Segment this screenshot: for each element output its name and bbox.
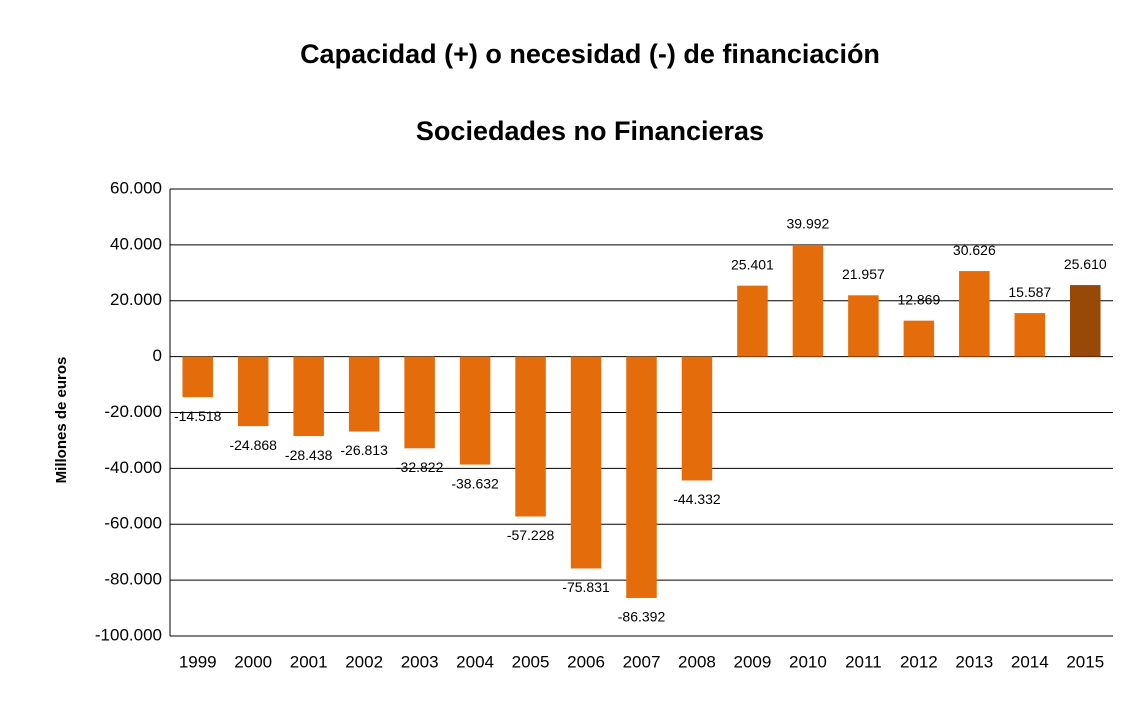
bar: [348, 356, 380, 432]
chart-title: Capacidad (+) o necesidad (-) de financi…: [300, 39, 880, 69]
data-label: -75.831: [562, 579, 610, 595]
bar: [293, 356, 324, 437]
bar: [681, 356, 713, 481]
bar: [1014, 313, 1046, 357]
y-tick-label: 20.000: [110, 290, 162, 309]
bar: [959, 271, 990, 357]
y-tick-label: -40.000: [104, 458, 162, 477]
x-tick-label: 2003: [401, 652, 439, 671]
data-label: 15.587: [1008, 284, 1051, 300]
y-axis-label: Millones de euros: [53, 357, 70, 484]
bar: [792, 244, 824, 357]
x-tick-label: 2013: [955, 652, 993, 671]
x-tick-label: 2002: [345, 652, 383, 671]
bar: [404, 356, 435, 449]
data-label: 39.992: [786, 216, 829, 232]
bar: [903, 320, 935, 357]
x-tick-label: 2001: [290, 652, 328, 671]
x-tick-label: 2005: [512, 652, 550, 671]
bar: [182, 356, 213, 398]
bar: [1070, 285, 1101, 357]
data-label: -24.868: [229, 437, 277, 453]
x-tick-label: 2010: [789, 652, 827, 671]
y-tick-label: -100.000: [95, 625, 162, 644]
bar: [626, 356, 657, 598]
x-tick-label: 2004: [456, 652, 494, 671]
data-label: -26.813: [340, 442, 388, 458]
data-label: -57.228: [507, 527, 555, 543]
y-tick-label: 60.000: [110, 178, 162, 197]
x-tick-label: 2007: [623, 652, 661, 671]
data-label: -44.332: [673, 491, 721, 507]
bar: [237, 356, 269, 427]
data-label: -32.822: [396, 459, 444, 475]
data-label: -38.632: [451, 475, 499, 491]
data-label: -86.392: [618, 609, 666, 625]
x-tick-label: 2015: [1066, 652, 1104, 671]
y-tick-label: -80.000: [104, 570, 162, 589]
x-tick-label: 2011: [845, 652, 882, 671]
data-label: 21.957: [842, 266, 885, 282]
bar: [848, 295, 879, 357]
data-label: 25.401: [731, 256, 774, 272]
x-tick-label: 2006: [567, 652, 605, 671]
bar: [515, 356, 546, 517]
data-label: -14.518: [174, 408, 222, 424]
chart-subtitle: Sociedades no Financieras: [416, 116, 764, 146]
y-tick-label: -60.000: [104, 514, 162, 533]
data-label: 30.626: [953, 242, 996, 258]
data-label: 12.869: [897, 291, 940, 307]
x-tick-label: 2009: [734, 652, 772, 671]
x-tick-label: 2000: [234, 652, 272, 671]
bar: [570, 356, 602, 569]
data-label: -28.438: [285, 447, 333, 463]
y-tick-label: 0: [153, 346, 162, 365]
x-tick-label: 1999: [179, 652, 217, 671]
bar: [459, 356, 491, 465]
x-tick-label: 2008: [678, 652, 716, 671]
y-tick-label: 40.000: [110, 234, 162, 253]
data-label: 25.610: [1064, 256, 1107, 272]
x-tick-label: 2014: [1011, 652, 1049, 671]
bar: [737, 285, 768, 357]
x-tick-label: 2012: [900, 652, 938, 671]
y-tick-label: -20.000: [104, 402, 162, 421]
